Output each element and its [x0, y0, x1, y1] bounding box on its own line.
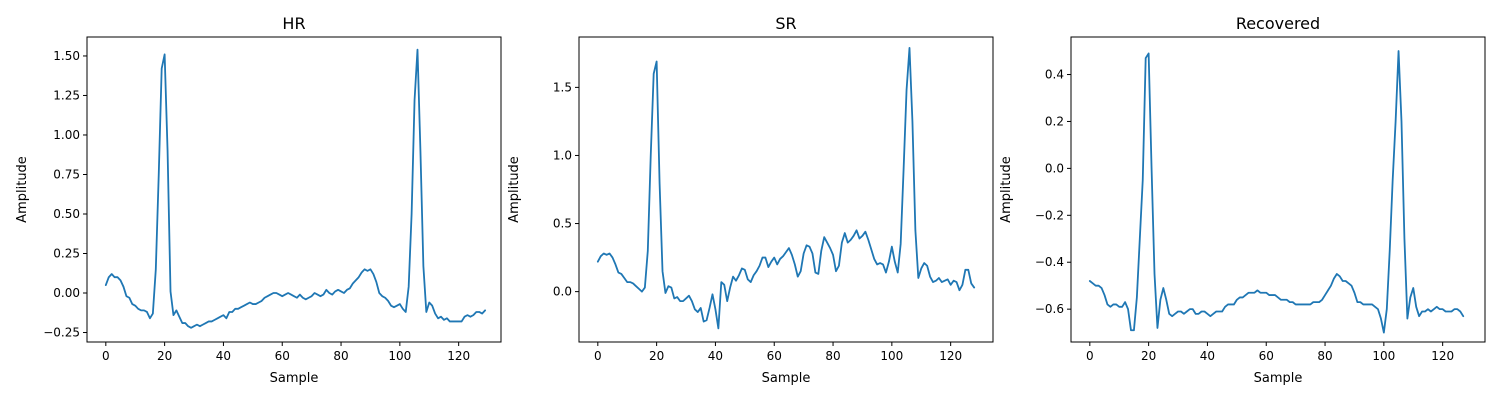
panel-recovered: Recovered Sample Amplitude 0 20 40 60 80 100 1… [999, 14, 1486, 386]
x-tick-label: 100 [388, 349, 411, 363]
y-tick-label: −0.2 [1035, 208, 1064, 222]
x-tick-label: 120 [447, 349, 470, 363]
panel-sr: SR Sample Amplitude 0 20 40 60 80 100 120 0.0 0.… [507, 14, 994, 386]
x-tick-label: 120 [1431, 349, 1454, 363]
x-tick-label: 100 [880, 349, 903, 363]
x-tick-label: 100 [1372, 349, 1395, 363]
y-tick-label: 0.50 [53, 207, 80, 221]
x-tick-label: 40 [1200, 349, 1215, 363]
chart-title: HR [282, 14, 305, 33]
y-tick-label: 1.5 [553, 80, 572, 94]
y-tick-label: 0.5 [553, 217, 572, 231]
x-axis-label: Sample [762, 371, 811, 386]
ticks: 0 20 40 60 80 100 120 −0.6 −0.4 −0.2 0.0 0.2 0.4 [1035, 68, 1454, 363]
x-axis-label: Sample [270, 371, 319, 386]
series-line [1088, 50, 1465, 334]
series-line [596, 46, 976, 330]
y-tick-label: 1.25 [53, 88, 80, 102]
y-tick-label: 0.0 [1045, 161, 1064, 175]
y-tick-label: 0.00 [53, 286, 80, 300]
y-tick-label: 1.50 [53, 49, 80, 63]
x-tick-label: 0 [102, 349, 110, 363]
x-tick-label: 40 [216, 349, 231, 363]
y-tick-label: −0.4 [1035, 255, 1064, 269]
x-tick-label: 120 [939, 349, 962, 363]
chart-title: SR [775, 14, 796, 33]
y-axis-label: Amplitude [507, 156, 522, 223]
ticks: 0 20 40 60 80 100 120 −0.25 0.00 0.25 0.50 0.75 1.00… [43, 49, 470, 363]
y-tick-label: 1.00 [53, 128, 80, 142]
y-tick-label: 0.2 [1045, 114, 1064, 128]
y-tick-label: 0.0 [553, 285, 572, 299]
plot-frame [1070, 36, 1486, 343]
y-tick-label: 0.4 [1045, 68, 1064, 82]
y-tick-label: −0.25 [43, 326, 80, 340]
x-tick-label: 80 [333, 349, 348, 363]
y-tick-label: −0.6 [1035, 302, 1064, 316]
y-tick-label: 0.75 [53, 167, 80, 181]
y-tick-label: 1.0 [553, 148, 572, 162]
plot-frame [86, 36, 502, 343]
x-tick-label: 40 [708, 349, 723, 363]
x-tick-label: 20 [1141, 349, 1156, 363]
x-tick-label: 60 [1259, 349, 1274, 363]
x-tick-label: 20 [157, 349, 172, 363]
x-axis-label: Sample [1254, 371, 1303, 386]
plot-frame [578, 36, 994, 343]
y-tick-label: 0.25 [53, 247, 80, 261]
x-tick-label: 60 [767, 349, 782, 363]
ticks: 0 20 40 60 80 100 120 0.0 0.5 1.0 1.5 [553, 80, 962, 363]
x-tick-label: 60 [275, 349, 290, 363]
y-axis-label: Amplitude [999, 156, 1014, 223]
y-axis-label: Amplitude [15, 156, 30, 223]
chart-title: Recovered [1236, 14, 1320, 33]
x-tick-label: 20 [649, 349, 664, 363]
x-tick-label: 80 [825, 349, 840, 363]
panel-hr: HR Sample Amplitude 0 20 40 60 80 100 120 −0.25… [15, 14, 502, 386]
x-tick-label: 80 [1317, 349, 1332, 363]
x-tick-label: 0 [594, 349, 602, 363]
x-tick-label: 0 [1086, 349, 1094, 363]
series-line [104, 48, 487, 329]
